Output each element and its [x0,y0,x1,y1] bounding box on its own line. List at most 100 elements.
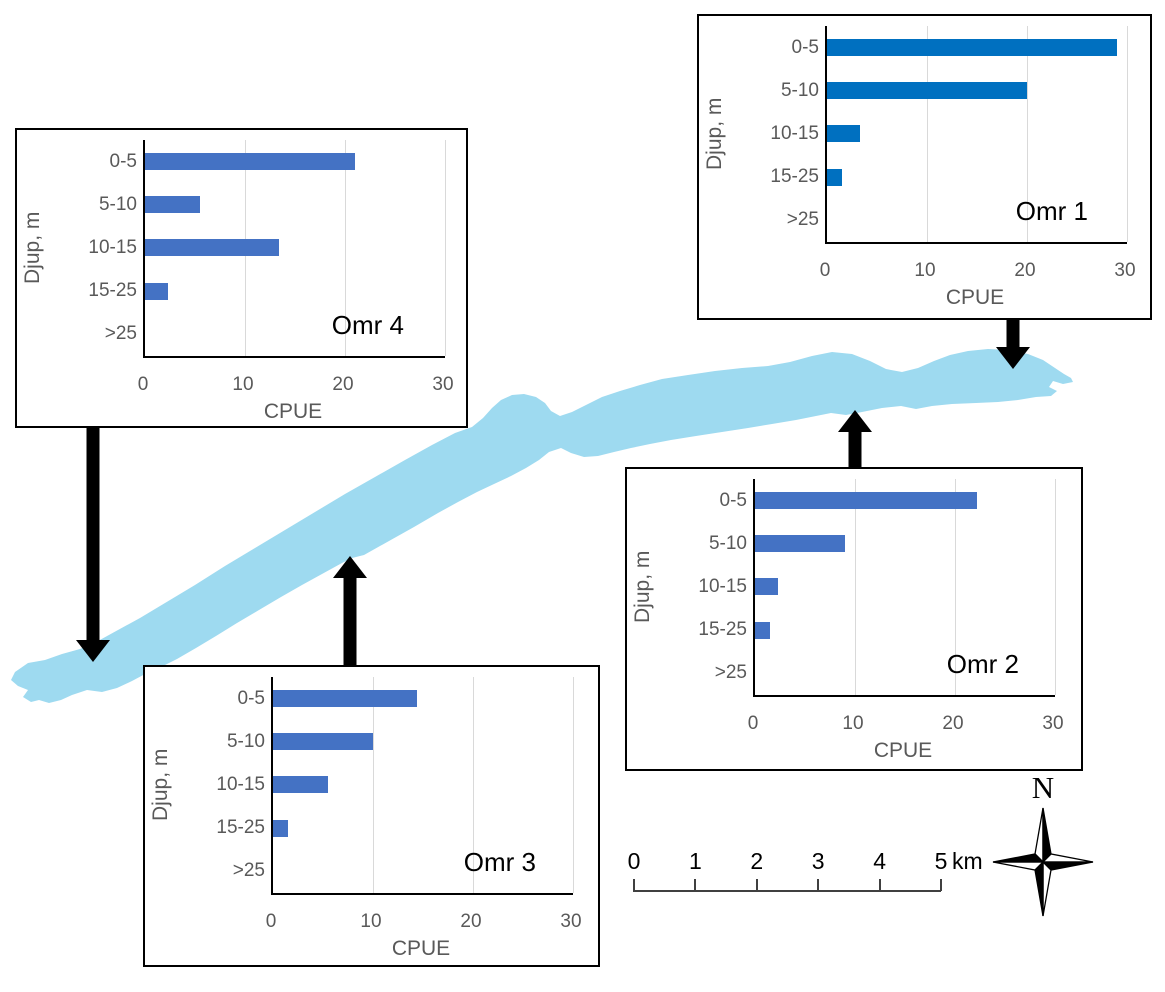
x-tick-label: 0 [747,713,759,734]
arrow-omr-2 [838,410,872,467]
category-label: 5-10 [98,193,137,215]
scale-bar-number: 2 [750,848,764,874]
y-axis-title: Djup, m [631,550,654,624]
x-tick-label: 30 [560,911,582,932]
bar [827,168,842,186]
x-tick-label: 20 [460,911,482,932]
bar [145,196,200,214]
category-label: 5-10 [708,532,747,554]
category-label: 15-25 [88,280,137,302]
arrow-stem [1006,320,1020,347]
x-tick-label: 20 [942,713,964,734]
x-axis-ticks: 0 10 20 30 [748,713,1064,735]
x-axis-title: CPUE [391,937,451,960]
compass-star-icon [992,807,1094,917]
area-label: Omr 1 [1015,196,1088,226]
gridline [445,140,446,356]
scale-bar-tick [817,879,820,891]
category-label: 10-15 [698,576,747,597]
scale-bar-number: 0 [627,848,641,874]
lake-shape [11,349,1073,703]
gridline [373,677,374,893]
gridline [855,479,856,695]
bar [273,733,373,751]
category-label: 10-15 [88,237,137,258]
x-tick-label: 10 [360,911,382,932]
x-tick-label: 0 [265,911,277,932]
bar [273,776,328,794]
bar [755,578,778,596]
category-label: 10-15 [770,123,819,144]
x-tick-label: 10 [842,713,864,734]
arrow-head-down-icon [76,640,110,662]
arrow-head-up-icon [838,410,872,432]
category-label: 0-5 [791,36,819,58]
x-tick-label: 30 [432,374,454,395]
chart-omr-2: Djup, m 0-5 5-10 10-15 15-25 >25 0 10 20 30 CPU… [625,467,1083,771]
arrow-omr-3 [333,556,367,665]
chart-omr-1: Djup, m 0-5 5-10 10-15 15-25 >25 0 10 20 30 CPU… [697,14,1152,320]
bar [827,82,1027,100]
category-label: 15-25 [216,817,265,839]
x-tick-label: 20 [332,374,354,395]
arrow-head-up-icon [333,556,367,578]
category-label: 15-25 [770,166,819,188]
gridline [927,26,928,242]
scale-bar-number: 4 [873,848,886,874]
scale-bar-tick [633,879,635,891]
compass-rose: N [985,772,1101,922]
y-axis-title: Djup, m [21,211,44,285]
category-label: >25 [104,323,137,345]
scale-bar-tick [940,879,942,891]
bar [273,819,288,837]
x-axis-title: CPUE [945,286,1005,309]
scale-bar: km 0 1 2 3 4 5 [627,848,1030,898]
arrow-stem [848,432,862,467]
x-tick-label: 30 [1042,713,1064,734]
scale-bar-number: 3 [811,848,825,874]
category-axis: 0-5 5-10 10-15 15-25 >25 [657,479,747,695]
plot-area [271,677,574,895]
arrow-stem [86,428,100,640]
gridline [473,677,474,893]
category-label: >25 [786,209,819,231]
category-label: 5-10 [780,79,819,101]
gridline [955,479,956,695]
y-axis-title: Djup, m [703,97,726,171]
gridline [1127,26,1128,242]
category-label: 0-5 [237,687,265,709]
bar [827,39,1117,56]
arrow-stem [343,578,357,665]
bar [145,239,279,257]
x-axis-ticks: 0 10 20 30 [266,911,582,933]
category-axis: 0-5 5-10 10-15 15-25 >25 [175,677,265,893]
scale-bar-tick [694,879,697,891]
chart-omr-3: Djup, m 0-5 5-10 10-15 15-25 >25 0 10 20 30 CPU… [143,665,600,967]
arrow-omr-4 [76,428,110,662]
scale-bar-tick [878,879,881,891]
scale-bar-line [633,890,941,892]
gridline [1055,479,1056,695]
compass-north-label: N [1031,770,1055,805]
category-label: >25 [714,662,747,684]
arrow-omr-1 [996,320,1030,369]
x-tick-label: 0 [137,374,149,395]
bar [755,621,770,639]
plot-area [753,479,1056,697]
bar [755,535,845,553]
x-tick-label: 30 [1114,260,1136,281]
scale-bar-number: 1 [688,848,702,874]
category-label: 10-15 [216,774,265,795]
category-label: >25 [232,860,265,882]
category-label: 15-25 [698,619,747,641]
x-axis-ticks: 0 10 20 30 [138,374,454,396]
plot-area [143,140,446,358]
bar [145,282,168,300]
bar [145,153,355,170]
bar [273,690,417,707]
bar [755,492,977,509]
scale-bar-number: 5 [934,848,948,874]
scale-bar-unit: km [952,848,983,874]
x-tick-label: 10 [232,374,254,395]
